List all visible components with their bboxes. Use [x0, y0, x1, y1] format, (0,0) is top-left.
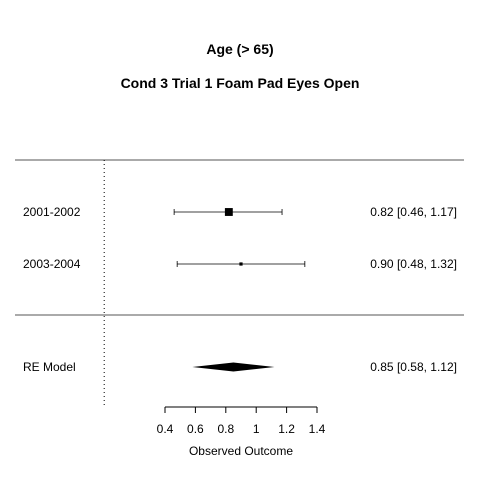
x-tick-label: 0.4 — [157, 422, 174, 436]
x-tick-label: 1 — [253, 422, 260, 436]
chart-title: Age (> 65) — [206, 41, 273, 57]
x-tick-label: 0.6 — [187, 422, 204, 436]
study-rows: 2001-2002 0.82 [0.46, 1.17] 2003-2004 0.90 … — [23, 205, 457, 271]
estimate-marker — [224, 208, 233, 216]
summary-estimate-ci-text: 0.85 [0.58, 1.12] — [370, 360, 457, 374]
chart-subtitle: Cond 3 Trial 1 Foam Pad Eyes Open — [121, 75, 360, 91]
study-label: 2001-2002 — [23, 205, 81, 219]
estimate-ci-text: 0.90 [0.48, 1.32] — [370, 257, 457, 271]
study-row: 2003-2004 0.90 [0.48, 1.32] — [23, 257, 457, 271]
x-tick-label: 1.4 — [309, 422, 326, 436]
x-tick-label: 1.2 — [278, 422, 295, 436]
x-axis-label: Observed Outcome — [189, 444, 293, 458]
study-row: 2001-2002 0.82 [0.46, 1.17] — [23, 205, 457, 219]
summary-label: RE Model — [23, 360, 76, 374]
study-label: 2003-2004 — [23, 257, 81, 271]
estimate-marker — [239, 262, 243, 266]
summary-diamond — [192, 362, 275, 372]
summary-row: RE Model 0.85 [0.58, 1.12] — [23, 360, 457, 374]
x-axis: 0.4 0.6 0.8 1 1.2 1.4 — [157, 406, 326, 436]
estimate-ci-text: 0.82 [0.46, 1.17] — [370, 205, 457, 219]
x-tick-label: 0.8 — [217, 422, 234, 436]
